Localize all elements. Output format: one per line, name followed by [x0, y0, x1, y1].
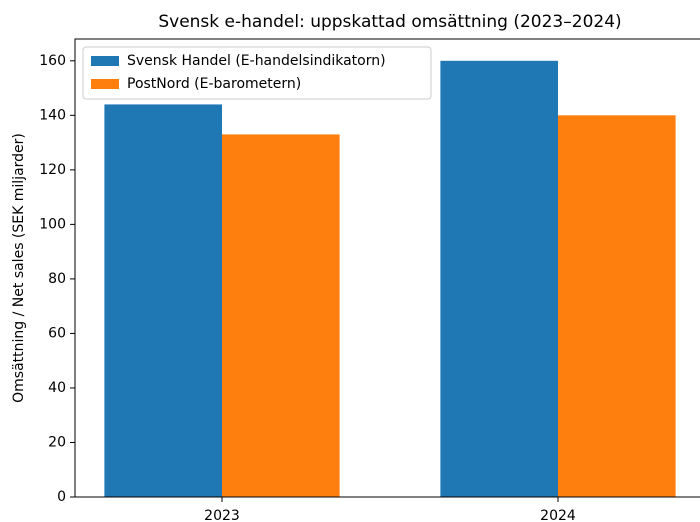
y-tick-label: 80 [48, 271, 66, 287]
y-tick-label: 20 [48, 434, 66, 450]
y-tick-label: 160 [39, 53, 66, 69]
y-tick-label: 140 [39, 107, 66, 123]
bar [440, 60, 558, 498]
x-tick-label: 2023 [204, 508, 240, 522]
y-axis-label: Omsättning / Net sales (SEK miljarder) [11, 133, 27, 403]
legend-label: PostNord (E-barometern) [127, 76, 301, 92]
bar [104, 104, 222, 497]
y-tick-label: 0 [57, 489, 66, 505]
legend-label: Svensk Handel (E-handelsindikatorn) [127, 53, 386, 69]
y-tick-label: 120 [39, 162, 66, 178]
bar [558, 115, 676, 497]
chart-title: Svensk e-handel: uppskattad omsättning (… [158, 12, 621, 32]
legend-swatch [91, 56, 119, 66]
y-tick-label: 100 [39, 216, 66, 232]
y-tick-label: 60 [48, 325, 66, 341]
legend-box [82, 46, 432, 100]
y-tick-label: 40 [48, 380, 66, 396]
legend-swatch [91, 79, 119, 89]
axes-frame [74, 38, 700, 498]
bar [222, 134, 340, 497]
x-tick-label: 2024 [540, 508, 576, 522]
